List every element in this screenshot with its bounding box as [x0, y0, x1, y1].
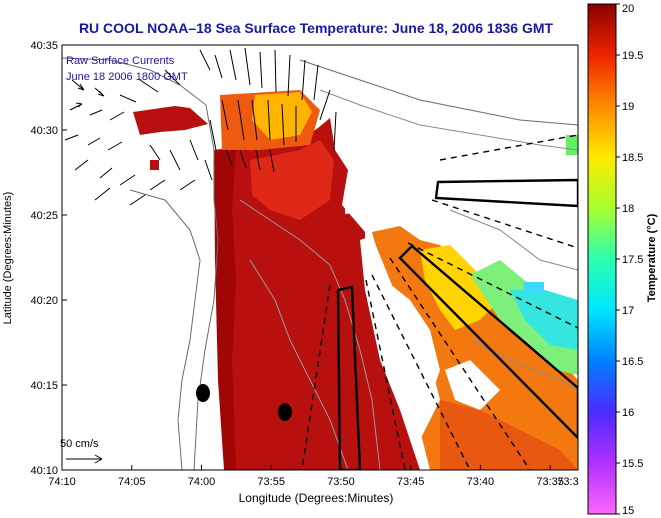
- chart-title: RU COOL NOAA–18 Sea Surface Temperature:…: [79, 20, 554, 36]
- sst-region-south-deep-orange: [440, 400, 578, 470]
- coastline: [62, 57, 219, 470]
- legend-currents-line2: June 18 2006 1800 GMT: [66, 71, 188, 83]
- x-tick-label: 73:50: [327, 476, 355, 488]
- x-tick-label: 74:10: [48, 476, 76, 488]
- colorbar-axis: 20 19.5 19 18.5 18 17.5 17 16.5 16 15.5 15: [616, 3, 643, 517]
- colorbar-tick-label: 16.5: [622, 356, 643, 368]
- transect-line-3: [407, 242, 578, 329]
- cloud-gap-1: [345, 188, 362, 214]
- sst-region-mid-shelf: [250, 140, 334, 220]
- y-axis-label: Latitude (Degrees:Minutes): [2, 192, 14, 325]
- y-tick-label: 40:10: [30, 465, 58, 477]
- transect-line-4: [389, 257, 531, 470]
- x-tick-label: 74:00: [188, 476, 216, 488]
- bathy-contour-1: [239, 199, 381, 470]
- colorbar-tick-label: 18.5: [622, 152, 643, 164]
- x-tick-label: 74:05: [118, 476, 146, 488]
- sst-region-outer-shelf: [372, 226, 578, 470]
- sst-region-e-patch: [524, 282, 544, 294]
- scale-arrow: [66, 454, 103, 464]
- y-tick-label: 40:25: [30, 210, 58, 222]
- colorbar-label: Temperature (°C): [646, 213, 658, 302]
- colorbar-tick-label: 19: [622, 101, 634, 113]
- cloud-gap-2: [360, 236, 440, 440]
- x-tick-label: 73:3: [557, 476, 578, 488]
- sst-region-north-yellow: [252, 92, 312, 140]
- plot-frame: [61, 44, 579, 471]
- transect-line-2: [431, 199, 578, 249]
- coastline-inner: [129, 189, 201, 470]
- shoreline-north: [299, 59, 578, 126]
- colorbar-tick-label: 16: [622, 407, 634, 419]
- legend-currents-line1: Raw Surface Currents: [66, 55, 175, 67]
- sst-region-far-offshore: [510, 290, 578, 350]
- x-axis-label: Longitude (Degrees:Minutes): [239, 491, 394, 505]
- transect-box-diagonal: [398, 244, 578, 440]
- sst-region-ne-patch: [566, 135, 578, 155]
- colorbar-tick-label: 17: [622, 305, 634, 317]
- x-tick-label: 73:35: [536, 476, 564, 488]
- cloud-gap-3: [445, 360, 500, 410]
- x-tick-label: 73:40: [467, 476, 495, 488]
- transect-line-7: [301, 284, 331, 470]
- y-tick-label: 40:30: [30, 125, 58, 137]
- sst-region-speck: [150, 160, 159, 170]
- transect-box-south: [336, 285, 362, 470]
- colorbar-tick-label: 15.5: [622, 458, 643, 470]
- scale-label: 50 cm/s: [60, 438, 99, 450]
- sst-region-plume-west: [214, 150, 236, 470]
- x-tick-label: 73:55: [257, 476, 285, 488]
- colorbar-tick-label: 15: [622, 505, 634, 517]
- current-vectors: [64, 47, 337, 206]
- y-tick-label: 40:35: [30, 40, 58, 52]
- marker-buoy-west: [196, 384, 210, 402]
- y-tick-label: 40:15: [30, 380, 58, 392]
- colorbar-tick-label: 19.5: [622, 50, 643, 62]
- y-tick-label: 40:20: [30, 295, 58, 307]
- transect-line-5: [371, 274, 471, 470]
- marker-buoy-east: [278, 403, 292, 421]
- transect-line-1: [439, 134, 578, 161]
- colorbar-tick-label: 18: [622, 203, 634, 215]
- bathy-contour-3: [449, 209, 578, 271]
- map-layers: [62, 47, 578, 470]
- colorbar-tick-label: 17.5: [622, 254, 643, 266]
- x-tick-label: 73:45: [397, 476, 425, 488]
- colorbar-tick-label: 20: [622, 3, 634, 15]
- sst-region-plume-small: [133, 106, 208, 135]
- bathy-contour-2: [249, 259, 349, 470]
- y-axis: 40:35 40:30 40:25 40:20 40:15 40:10: [30, 40, 67, 477]
- shoreline-north-2: [319, 89, 578, 151]
- transect-box-north: [434, 178, 578, 208]
- x-axis: 74:10 74:05 74:00 73:55 73:50 73:45 73:40 73:35…: [48, 465, 579, 488]
- colorbar: [587, 3, 617, 515]
